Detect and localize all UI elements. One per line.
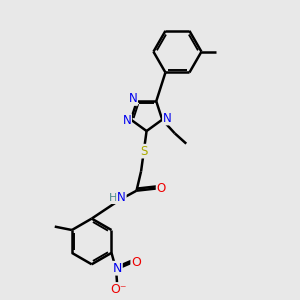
Text: O: O: [157, 182, 166, 195]
Text: O⁻: O⁻: [110, 283, 127, 296]
Text: O: O: [131, 256, 141, 269]
Text: S: S: [140, 145, 148, 158]
Text: N: N: [163, 112, 172, 124]
Text: N: N: [122, 114, 131, 127]
Text: N: N: [112, 262, 122, 275]
Text: N: N: [117, 191, 126, 204]
Text: H: H: [109, 193, 117, 203]
Text: N: N: [128, 92, 137, 105]
